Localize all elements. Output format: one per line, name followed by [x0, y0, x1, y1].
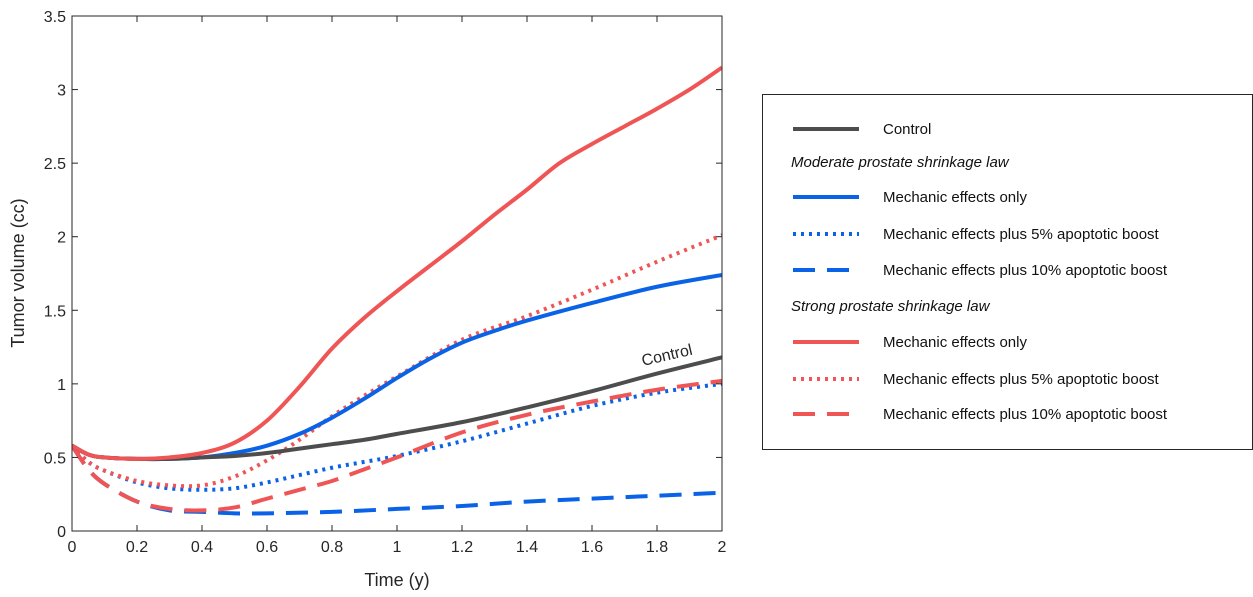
legend-item-moderate-5pct: Mechanic effects plus 5% apoptotic boost: [791, 224, 1159, 244]
legend-item-moderate-mechanic: Mechanic effects only: [791, 187, 1027, 207]
legend-label: Mechanic effects plus 10% apoptotic boos…: [883, 261, 1168, 279]
y-tick-label: 0: [57, 524, 66, 541]
x-tick-label: 0.2: [126, 539, 148, 556]
legend-label: Mechanic effects plus 5% apoptotic boost: [883, 370, 1159, 388]
legend-label: Mechanic effects only: [883, 333, 1027, 351]
y-tick-label: 2: [57, 230, 66, 247]
x-axis-label: Time (y): [364, 570, 429, 590]
legend-label: Mechanic effects only: [883, 188, 1027, 206]
legend-label: Control: [883, 120, 932, 138]
tumor-volume-chart: 0 0.2 0.4 0.6 0.8 1 1.2 1.4 1.6 1.8 2 0 0.5 1 1.5 2 2.5 3…: [8, 9, 727, 590]
series-line-strong-solid: [72, 65, 722, 461]
y-axis-label: Tumor volume (cc): [8, 198, 28, 347]
series-line-control-solid: [72, 355, 722, 462]
x-tick-label: 1.2: [451, 539, 473, 556]
x-tick-label: 0.8: [321, 539, 343, 556]
legend-swatch: [793, 412, 859, 416]
legend: Control Moderate prostate shrinkage law …: [762, 94, 1253, 450]
y-tick-label: 0.5: [44, 450, 66, 467]
legend-swatch: [793, 127, 859, 131]
legend-swatch: [793, 195, 859, 199]
legend-swatch: [793, 340, 859, 344]
x-tick-label: 0: [68, 539, 77, 556]
x-tick-label: 0.4: [191, 539, 213, 556]
x-tick-label: 1.8: [646, 539, 668, 556]
x-tick-label: 1.6: [581, 539, 603, 556]
legend-item-control: Control: [791, 119, 931, 139]
legend-heading-strong: Strong prostate shrinkage law: [791, 297, 990, 315]
plot-frame: [71, 15, 723, 532]
x-tick-label: 1.4: [516, 539, 538, 556]
y-tick-label: 3.5: [44, 9, 66, 26]
legend-label: Mechanic effects plus 5% apoptotic boost: [883, 225, 1159, 243]
legend-swatch: [793, 377, 859, 381]
y-tick-label: 3: [57, 83, 66, 100]
series-line-moderate-dotted: [72, 381, 722, 492]
legend-item-strong-mechanic: Mechanic effects only: [791, 332, 1027, 352]
legend-heading-moderate: Moderate prostate shrinkage law: [791, 153, 1009, 171]
x-tick-label: 1: [393, 539, 402, 556]
x-tick-label: 2: [718, 539, 727, 556]
series-line-strong-dotted: [72, 233, 722, 489]
y-tick-label: 1.5: [44, 303, 66, 320]
series-line-strong-dashed: [72, 378, 722, 513]
legend-swatch: [793, 232, 859, 236]
legend-swatch: [793, 268, 859, 272]
series-line-moderate-solid: [72, 273, 722, 462]
x-tick-label: 0.6: [256, 539, 278, 556]
y-tick-label: 2.5: [44, 156, 66, 173]
legend-label: Mechanic effects plus 10% apoptotic boos…: [883, 405, 1168, 423]
y-tick-label: 1: [57, 377, 66, 394]
legend-item-strong-5pct: Mechanic effects plus 5% apoptotic boost: [791, 369, 1159, 389]
legend-item-moderate-10pct: Mechanic effects plus 10% apoptotic boos…: [791, 260, 1167, 280]
legend-item-strong-10pct: Mechanic effects plus 10% apoptotic boos…: [791, 404, 1167, 424]
